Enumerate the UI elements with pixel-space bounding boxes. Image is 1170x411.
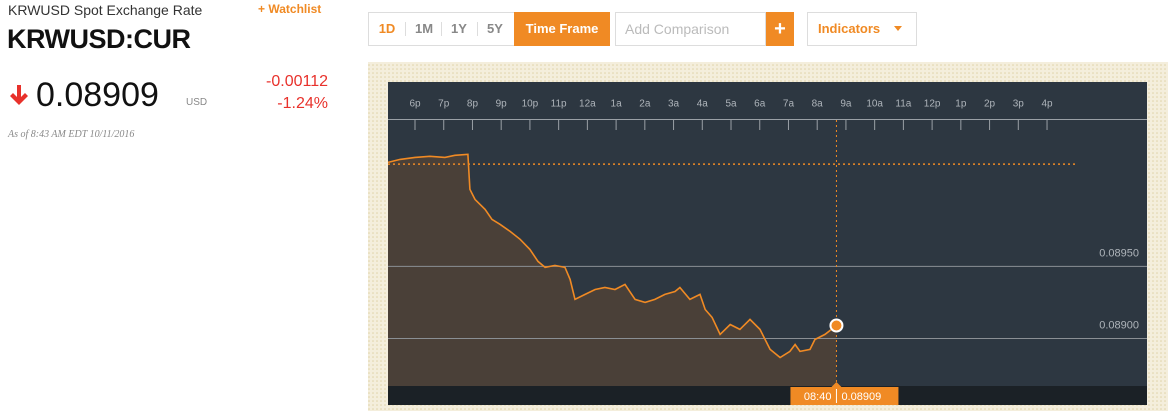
separator: [477, 22, 478, 36]
separator: [405, 22, 406, 36]
cursor-tag-pointer: [831, 382, 842, 387]
x-tick-label: 3a: [668, 99, 680, 110]
x-tick-label: 8a: [812, 99, 824, 110]
x-tick-label: 4a: [697, 99, 709, 110]
comparison-input[interactable]: Add Comparison: [615, 12, 766, 46]
x-tick-label: 10p: [522, 99, 539, 110]
axis-strip: [388, 386, 1147, 405]
indicators-button[interactable]: Indicators: [818, 21, 881, 36]
x-tick-label: 7p: [438, 99, 450, 110]
cursor-x-label: 08:40: [804, 391, 832, 403]
range-button[interactable]: 5Y: [487, 21, 503, 36]
y-tick-label: 0.08950: [1099, 247, 1139, 259]
change-pct: -1.24%: [277, 95, 328, 112]
currency: USD: [186, 97, 208, 108]
range-button[interactable]: 1M: [414, 21, 434, 36]
x-tick-label: 6a: [754, 99, 766, 110]
timestamp: As of 8:43 AM EDT 10/11/2016: [8, 129, 135, 140]
cursor-point: [829, 318, 844, 333]
x-tick-label: 2p: [984, 99, 996, 110]
range-button[interactable]: 1D: [378, 21, 396, 36]
time-frame-button[interactable]: Time Frame: [514, 12, 610, 46]
y-tick-label: 0.08900: [1099, 319, 1139, 331]
x-tick-label: 10a: [866, 99, 883, 110]
x-tick-label: 11p: [551, 99, 567, 110]
cursor-tag: [790, 387, 899, 405]
x-tick-label: 9a: [840, 99, 852, 110]
dropdown-caret: [894, 26, 902, 31]
x-tick-label: 1a: [611, 99, 623, 110]
ticker: KRWUSD:CUR: [7, 24, 191, 54]
x-tick-label: 7a: [783, 99, 795, 110]
range-button[interactable]: 1Y: [451, 21, 467, 36]
add-button[interactable]: +: [766, 12, 794, 46]
price-line: [387, 153, 837, 359]
separator: [441, 22, 442, 36]
watchlist-button[interactable]: + Watchlist: [258, 2, 322, 16]
price: 0.08909: [36, 76, 159, 114]
indicators-box: [807, 12, 917, 46]
x-tick-label: 6p: [409, 99, 421, 110]
area: [388, 154, 837, 386]
x-tick-label: 2a: [639, 99, 651, 110]
x-tick-label: 1p: [955, 99, 967, 110]
x-tick-label: 11a: [895, 99, 911, 110]
cursor-value-label: 0.08909: [841, 391, 881, 403]
change: -0.00112: [266, 73, 328, 90]
x-tick-label: 9p: [496, 99, 508, 110]
x-tick-label: 8p: [467, 99, 479, 110]
x-tick-label: 12p: [924, 99, 941, 110]
x-tick-label: 5a: [725, 99, 737, 110]
down-arrow: [10, 85, 28, 105]
x-tick-label: 4p: [1041, 99, 1053, 110]
subtitle: KRWUSD Spot Exchange Rate: [8, 2, 203, 18]
x-tick-label: 3p: [1013, 99, 1025, 110]
x-tick-label: 12a: [579, 99, 596, 110]
